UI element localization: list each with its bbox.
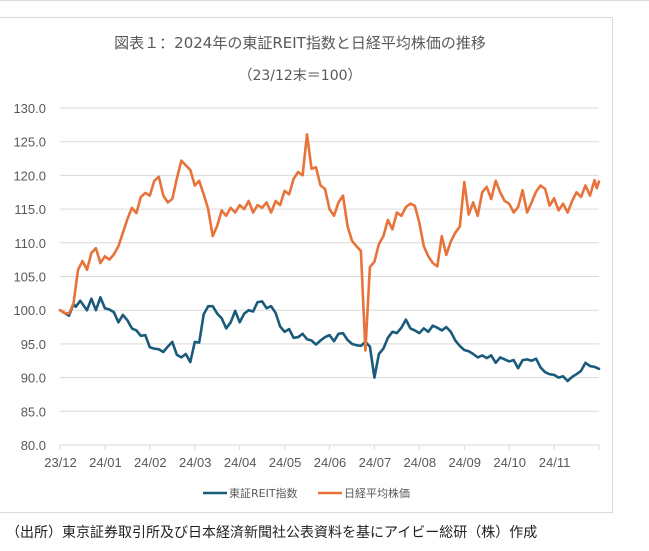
y-tick-label: 80.0 xyxy=(21,438,46,453)
x-tick-label: 24/11 xyxy=(539,455,571,470)
x-tick-label: 23/12 xyxy=(44,455,77,470)
chart-container xyxy=(0,17,613,513)
legend-label: 日経平均株価 xyxy=(344,486,410,500)
y-axis-ticks: 130.0 125.0 120.0 115.0 110.0 105.0 100.0 95.0 9… xyxy=(13,101,46,453)
series-line-nikkei xyxy=(58,133,601,352)
y-tick-label: 130.0 xyxy=(13,101,46,116)
x-tick-label: 24/09 xyxy=(448,455,481,470)
x-tick-label: 24/10 xyxy=(493,455,526,470)
x-tick-label: 24/07 xyxy=(359,455,392,470)
x-tick-label: 24/06 xyxy=(314,455,347,470)
y-tick-label: 90.0 xyxy=(21,371,46,386)
chart-subtitle: （23/12末＝100） xyxy=(238,68,362,84)
y-tick-label: 105.0 xyxy=(13,270,46,285)
x-tick-label: 24/04 xyxy=(224,455,257,470)
y-tick-label: 125.0 xyxy=(13,135,46,150)
source-note: （出所）東京証券取引所及び日本経済新聞社公表資料を基にアイビー総研（株）作成 xyxy=(6,525,538,541)
y-tick-label: 100.0 xyxy=(13,303,46,318)
y-tick-label: 120.0 xyxy=(13,168,46,183)
y-tick-label: 85.0 xyxy=(21,404,46,419)
x-tick-label: 24/03 xyxy=(179,455,212,470)
legend-label: 東証REIT指数 xyxy=(229,486,298,500)
series-line-reit xyxy=(58,296,601,383)
chart-title: 図表１：2024年の東証REIT指数と日経平均株価の推移 xyxy=(114,34,486,52)
legend: 東証REIT指数 日経平均株価 xyxy=(203,486,410,500)
top-divider xyxy=(0,0,649,1)
x-tick-label: 24/08 xyxy=(404,455,437,470)
x-tick-label: 24/05 xyxy=(269,455,302,470)
series-lines xyxy=(58,133,601,383)
x-tick-label: 24/01 xyxy=(89,455,122,470)
x-tick-label: 24/02 xyxy=(134,455,167,470)
x-axis: 23/12 24/01 24/02 24/03 24/04 24/05 24/06 24/07… xyxy=(44,444,600,470)
y-tick-label: 95.0 xyxy=(21,337,46,352)
y-tick-label: 115.0 xyxy=(14,202,46,217)
y-tick-label: 110.0 xyxy=(14,236,46,251)
